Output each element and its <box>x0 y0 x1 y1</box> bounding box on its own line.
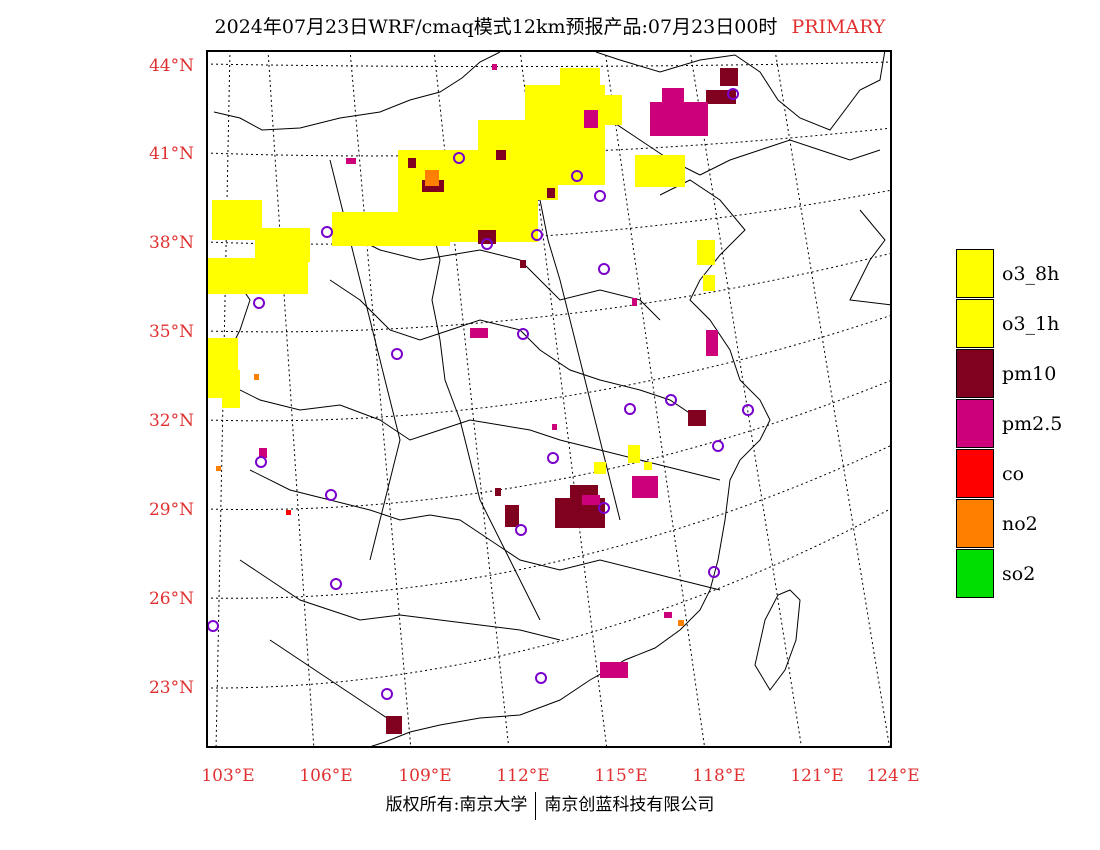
graticule-latitudes <box>208 61 890 689</box>
map-title: 2024年07月23日WRF/cmaq模式12km预报产品:07月23日00时 P… <box>0 12 1100 39</box>
lon-label-118: 118°E <box>692 766 746 786</box>
legend-swatch-pm25 <box>956 399 994 448</box>
company-text: 南京创蓝科技有限公司 <box>544 795 715 815</box>
lat-label-44: 44°N <box>148 56 194 76</box>
legend-label-so2: so2 <box>1002 563 1036 585</box>
legend-swatch-no2 <box>956 499 994 548</box>
copyright-text: 版权所有:南京大学 <box>385 795 528 815</box>
lon-label-121: 121°E <box>790 766 844 786</box>
legend-swatch-o3-1h <box>956 299 994 348</box>
lat-label-32: 32°N <box>148 411 194 431</box>
lon-label-112: 112°E <box>496 766 550 786</box>
primary-tag: PRIMARY <box>791 16 886 38</box>
lat-label-38: 38°N <box>148 233 194 253</box>
title-text: 2024年07月23日WRF/cmaq模式12km预报产品:07月23日00时 <box>214 16 778 38</box>
legend-label-o3-1h: o3_1h <box>1002 313 1060 335</box>
legend-label-pm25: pm2.5 <box>1002 413 1063 435</box>
pollution-cells <box>208 64 738 734</box>
legend-label-o3-8h: o3_8h <box>1002 263 1060 285</box>
lat-label-35: 35°N <box>148 322 194 342</box>
lat-label-26: 26°N <box>148 589 194 609</box>
legend-swatch-so2 <box>956 549 994 598</box>
legend-swatch-pm10 <box>956 349 994 398</box>
copyright-footer: 版权所有:南京大学 南京创蓝科技有限公司 <box>0 790 1100 820</box>
lon-label-106: 106°E <box>299 766 353 786</box>
lon-label-109: 109°E <box>398 766 452 786</box>
legend-label-co: co <box>1002 463 1025 485</box>
legend-label-no2: no2 <box>1002 513 1038 535</box>
lon-label-115: 115°E <box>594 766 648 786</box>
map-panel[interactable] <box>206 50 892 748</box>
footer-divider <box>535 791 537 820</box>
map-canvas <box>208 52 890 746</box>
lat-label-41: 41°N <box>148 144 194 164</box>
lon-label-124: 124°E <box>866 766 920 786</box>
legend-swatch-o3-8h <box>956 249 994 298</box>
station-markers <box>208 88 754 700</box>
lat-label-29: 29°N <box>148 500 194 520</box>
legend-label-pm10: pm10 <box>1002 363 1057 385</box>
lon-label-103: 103°E <box>201 766 255 786</box>
legend-swatch-co <box>956 449 994 498</box>
lat-label-23: 23°N <box>148 678 194 698</box>
